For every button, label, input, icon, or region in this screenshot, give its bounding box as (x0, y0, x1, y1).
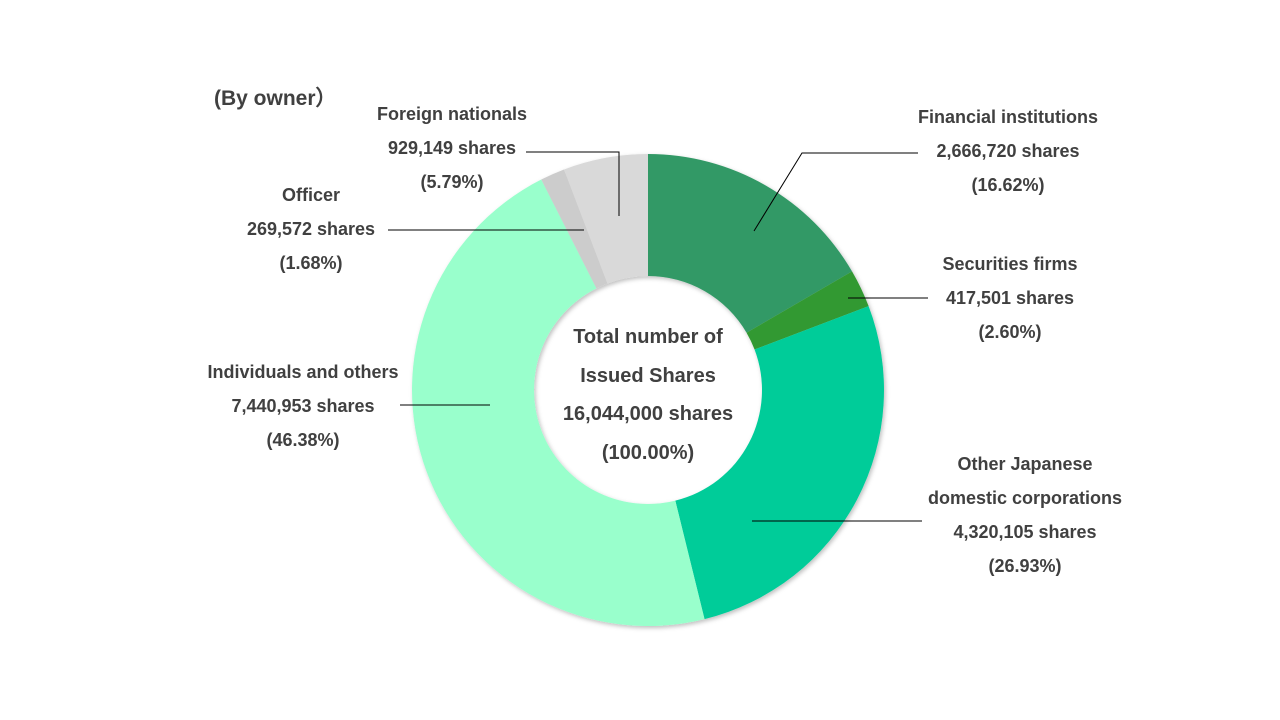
slice-individuals-and-others (412, 179, 705, 626)
slice-name-line-2: domestic corporations (927, 488, 1123, 508)
center-line-1: Total number of (573, 326, 723, 348)
slice-percent: (46.38%) (266, 430, 340, 450)
slice-foreign-nationals (564, 154, 648, 284)
slice-shares: 417,501 shares (945, 288, 1075, 308)
center-total-percent: (100.00%) (601, 441, 695, 464)
slice-shares: 269,572 shares (246, 219, 376, 239)
slice-label-financial-institutions: Financial institutions 2,666,720 shares (1… (858, 100, 1158, 202)
slice-officer (541, 169, 608, 289)
slice-label-foreign-nationals: Foreign nationals 929,149 shares (5.79%) (302, 97, 602, 199)
slice-percent: (2.60%) (978, 322, 1042, 342)
slice-name-line-1: Other Japanese (957, 454, 1093, 474)
slice-shares: 4,320,105 shares (953, 522, 1097, 542)
center-line-2: Issued Shares (580, 364, 716, 387)
slice-label-officer: Officer 269,572 shares (1.68%) (161, 178, 461, 280)
slice-percent: (1.68%) (279, 253, 343, 273)
slice-name-line-1: Officer (281, 185, 341, 205)
slice-label-individuals-and-others: Individuals and others 7,440,953 shares (4… (153, 355, 453, 457)
slice-name-line-1: Individuals and others (207, 362, 399, 382)
slice-shares: 929,149 shares (387, 138, 517, 158)
leader-line-foreign-nationals (526, 151, 620, 216)
slice-label-securities-firms: Securities firms 417,501 shares (2.60%) (860, 247, 1160, 349)
chart-heading: (By owner） (214, 87, 337, 110)
slice-percent: (5.79%) (420, 172, 484, 192)
slice-shares: 7,440,953 shares (231, 396, 375, 416)
center-total-shares: 16,044,000 shares (562, 403, 734, 425)
slice-name-line-1: Financial institutions (917, 107, 1098, 127)
slice-securities-firms (746, 271, 869, 350)
slice-label-other-japanese-domestic-corporations: Other Japanese domestic corporations 4,320… (875, 447, 1175, 583)
slice-percent: (16.62%) (971, 175, 1045, 195)
slice-name-line-1: Securities firms (942, 254, 1078, 274)
slice-name-line-1: Foreign nationals (376, 104, 527, 124)
leader-line-financial-institutions (753, 152, 918, 232)
slice-other-japanese-domestic-corporations (675, 306, 884, 620)
slice-percent: (26.93%) (988, 556, 1062, 576)
donut-center-label: Total number of Issued Shares 16,044,000… (528, 318, 768, 472)
slice-financial-institutions (648, 154, 853, 333)
slice-shares: 2,666,720 shares (936, 141, 1080, 161)
